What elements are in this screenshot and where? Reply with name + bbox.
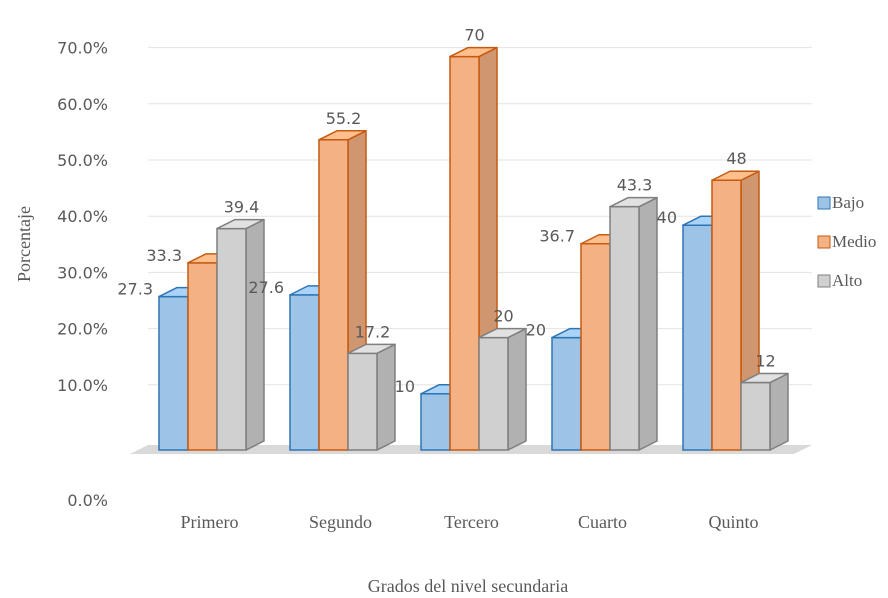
y-axis-title: Porcentaje — [14, 206, 34, 282]
bar-alto-quinto — [740, 372, 789, 451]
y-tick-label: 40.0% — [57, 207, 108, 226]
data-label: 10 — [395, 377, 415, 396]
y-tick-label: 10.0% — [57, 376, 108, 395]
legend-item-bajo: Bajo — [817, 193, 864, 212]
data-label: 33.3 — [146, 246, 182, 265]
x-axis-categories: Primero Segundo Tercero Cuarto Quinto — [181, 512, 759, 532]
data-label: 55.2 — [326, 109, 362, 128]
data-label: 12 — [755, 352, 775, 371]
data-label: 27.3 — [117, 280, 153, 299]
data-labels: 27.3 33.3 39.4 27.6 55.2 17.2 10 70 20 20 36.7 43.3… — [117, 26, 775, 396]
x-axis-title: Grados del nivel secundaria — [368, 576, 568, 596]
legend-swatch — [817, 274, 831, 288]
y-tick-label: 30.0% — [57, 263, 108, 282]
legend-label: Alto — [832, 271, 862, 290]
data-label: 43.3 — [617, 176, 653, 195]
data-label: 17.2 — [355, 322, 391, 341]
legend-item-medio: Medio — [817, 232, 876, 251]
bar-alto-tercero — [478, 327, 527, 451]
y-tick-label: 70.0% — [57, 39, 108, 58]
x-tick-label-tercero: Tercero — [444, 512, 499, 532]
bars — [158, 46, 789, 451]
bar-alto-segundo — [347, 343, 396, 451]
legend-label: Bajo — [832, 193, 864, 212]
data-label: 39.4 — [224, 198, 260, 217]
legend-label: Medio — [832, 232, 876, 251]
x-tick-label-quinto: Quinto — [708, 512, 758, 532]
legend-swatch — [817, 196, 831, 210]
data-label: 48 — [726, 149, 746, 168]
data-label: 36.7 — [539, 227, 575, 246]
x-tick-label-cuarto: Cuarto — [578, 512, 627, 532]
bar-alto-primero — [216, 218, 265, 451]
legend-item-alto: Alto — [817, 271, 862, 290]
legend-swatch — [817, 235, 831, 249]
data-label: 70 — [464, 26, 484, 45]
y-tick-label: 20.0% — [57, 320, 108, 339]
y-tick-label: 50.0% — [57, 151, 108, 170]
data-label: 40 — [657, 208, 677, 227]
x-tick-label-segundo: Segundo — [309, 512, 372, 532]
data-label: 20 — [526, 321, 546, 340]
legend: Bajo Medio Alto — [817, 193, 876, 290]
y-tick-label: 60.0% — [57, 95, 108, 114]
data-label: 27.6 — [248, 278, 284, 297]
data-label: 20 — [493, 307, 513, 326]
y-axis-ticks: 0.0% 10.0% 20.0% 30.0% 40.0% 50.0% 60.0% 70.0% — [57, 39, 108, 510]
y-tick-label: 0.0% — [67, 491, 108, 510]
bar-alto-cuarto — [609, 196, 658, 451]
x-tick-label-primero: Primero — [181, 512, 239, 532]
